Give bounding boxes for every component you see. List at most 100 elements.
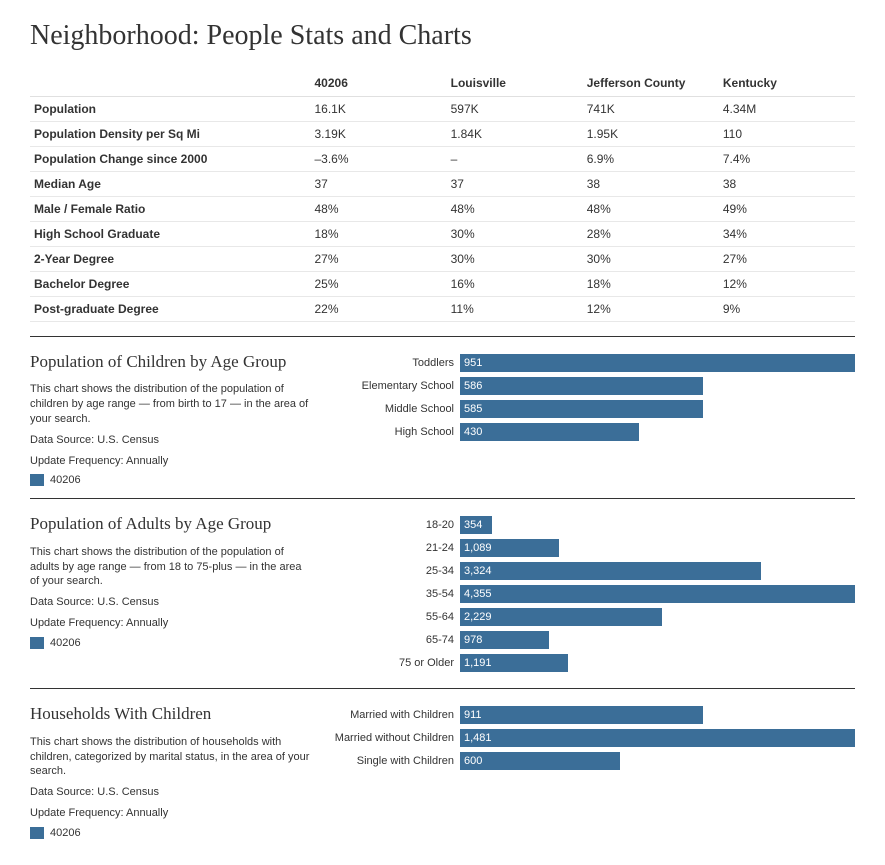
row-label: Male / Female Ratio bbox=[30, 197, 311, 222]
chart-summary: This chart shows the distribution of the… bbox=[30, 545, 310, 590]
cell-value: 12% bbox=[583, 297, 719, 322]
table-row: Population16.1K597K741K4.34M bbox=[30, 97, 855, 122]
cell-value: 34% bbox=[719, 222, 855, 247]
bar-label: 55-64 bbox=[330, 611, 460, 623]
bar-fill: 1,089 bbox=[460, 539, 559, 557]
bar-fill: 586 bbox=[460, 377, 703, 395]
table-row: Bachelor Degree25%16%18%12% bbox=[30, 272, 855, 297]
chart-block: Households With ChildrenThis chart shows… bbox=[30, 703, 855, 838]
cell-value: 38 bbox=[719, 172, 855, 197]
section-divider bbox=[30, 336, 855, 337]
cell-value: 30% bbox=[447, 247, 583, 272]
bar-row: Toddlers951 bbox=[330, 353, 855, 373]
table-row: Population Change since 2000–3.6%–6.9%7.… bbox=[30, 147, 855, 172]
bar-fill: 978 bbox=[460, 631, 549, 649]
bar-label: Toddlers bbox=[330, 357, 460, 369]
cell-value: 30% bbox=[447, 222, 583, 247]
bar-label: 25-34 bbox=[330, 565, 460, 577]
cell-value: – bbox=[447, 147, 583, 172]
cell-value: 11% bbox=[447, 297, 583, 322]
table-row: 2-Year Degree27%30%30%27% bbox=[30, 247, 855, 272]
bar-track: 585 bbox=[460, 400, 855, 418]
bar-track: 1,089 bbox=[460, 539, 855, 557]
bar-track: 3,324 bbox=[460, 562, 855, 580]
cell-value: 37 bbox=[447, 172, 583, 197]
row-label: Population Density per Sq Mi bbox=[30, 122, 311, 147]
chart-summary: This chart shows the distribution of hou… bbox=[30, 735, 310, 780]
cell-value: 30% bbox=[583, 247, 719, 272]
cell-value: 597K bbox=[447, 97, 583, 122]
bar-fill: 3,324 bbox=[460, 562, 761, 580]
row-label: 2-Year Degree bbox=[30, 247, 311, 272]
table-header-row: 40206 Louisville Jefferson County Kentuc… bbox=[30, 70, 855, 97]
cell-value: 27% bbox=[719, 247, 855, 272]
row-label: Post-graduate Degree bbox=[30, 297, 311, 322]
bar-row: 25-343,324 bbox=[330, 561, 855, 581]
bar-row: Middle School585 bbox=[330, 399, 855, 419]
bar-row: Single with Children600 bbox=[330, 751, 855, 771]
bar-fill: 1,191 bbox=[460, 654, 568, 672]
table-row: High School Graduate18%30%28%34% bbox=[30, 222, 855, 247]
cell-value: 16% bbox=[447, 272, 583, 297]
bar-row: Married without Children1,481 bbox=[330, 728, 855, 748]
bar-track: 911 bbox=[460, 706, 855, 724]
bar-label: 21-24 bbox=[330, 542, 460, 554]
cell-value: 9% bbox=[719, 297, 855, 322]
row-label: Bachelor Degree bbox=[30, 272, 311, 297]
bar-fill: 951 bbox=[460, 354, 855, 372]
chart-area: Married with Children911 Married without … bbox=[330, 703, 855, 838]
cell-value: 22% bbox=[311, 297, 447, 322]
chart-area: 18-2035421-241,08925-343,32435-544,35555… bbox=[330, 513, 855, 676]
bar-fill: 1,481 bbox=[460, 729, 855, 747]
row-label: Median Age bbox=[30, 172, 311, 197]
table-row: Post-graduate Degree22%11%12%9% bbox=[30, 297, 855, 322]
chart-title: Population of Adults by Age Group bbox=[30, 513, 310, 534]
bar-fill: 4,355 bbox=[460, 585, 855, 603]
chart-block: Population of Adults by Age Group This ch… bbox=[30, 513, 855, 676]
cell-value: 38 bbox=[583, 172, 719, 197]
bar-track: 951 bbox=[460, 354, 855, 372]
chart-title: Population of Children by Age Group bbox=[30, 351, 310, 372]
bar-fill: 2,229 bbox=[460, 608, 662, 626]
column-header: Jefferson County bbox=[583, 70, 719, 97]
bar-label: 35-54 bbox=[330, 588, 460, 600]
chart-legend: 40206 bbox=[30, 827, 310, 839]
table-row: Population Density per Sq Mi3.19K1.84K1.… bbox=[30, 122, 855, 147]
table-row: Male / Female Ratio48%48%48%49% bbox=[30, 197, 855, 222]
cell-value: 27% bbox=[311, 247, 447, 272]
chart-description: Population of Children by Age GroupThis … bbox=[30, 351, 310, 486]
legend-swatch bbox=[30, 474, 44, 486]
bar-label: Married without Children bbox=[330, 732, 460, 744]
column-header: 40206 bbox=[311, 70, 447, 97]
cell-value: 18% bbox=[311, 222, 447, 247]
bar-track: 1,481 bbox=[460, 729, 855, 747]
legend-label: 40206 bbox=[50, 474, 81, 486]
bar-row: Married with Children911 bbox=[330, 705, 855, 725]
chart-description: Population of Adults by Age Group This ch… bbox=[30, 513, 310, 676]
column-header: Louisville bbox=[447, 70, 583, 97]
bar-row: 18-20354 bbox=[330, 515, 855, 535]
row-label: Population bbox=[30, 97, 311, 122]
stats-table: 40206 Louisville Jefferson County Kentuc… bbox=[30, 70, 855, 322]
chart-legend: 40206 bbox=[30, 637, 310, 649]
cell-value: 12% bbox=[719, 272, 855, 297]
chart-source: Data Source: U.S. Census bbox=[30, 433, 310, 448]
bar-label: Middle School bbox=[330, 403, 460, 415]
bar-label: Single with Children bbox=[330, 755, 460, 767]
chart-frequency: Update Frequency: Annually bbox=[30, 454, 310, 469]
section-divider bbox=[30, 688, 855, 689]
cell-value: 48% bbox=[447, 197, 583, 222]
cell-value: 37 bbox=[311, 172, 447, 197]
bar-row: 21-241,089 bbox=[330, 538, 855, 558]
bar-row: 55-642,229 bbox=[330, 607, 855, 627]
row-label: Population Change since 2000 bbox=[30, 147, 311, 172]
bar-label: 75 or Older bbox=[330, 657, 460, 669]
bar-fill: 354 bbox=[460, 516, 492, 534]
section-divider bbox=[30, 498, 855, 499]
bar-track: 4,355 bbox=[460, 585, 855, 603]
bar-label: 18-20 bbox=[330, 519, 460, 531]
cell-value: 110 bbox=[719, 122, 855, 147]
bar-label: Elementary School bbox=[330, 380, 460, 392]
bar-row: 75 or Older1,191 bbox=[330, 653, 855, 673]
legend-swatch bbox=[30, 827, 44, 839]
